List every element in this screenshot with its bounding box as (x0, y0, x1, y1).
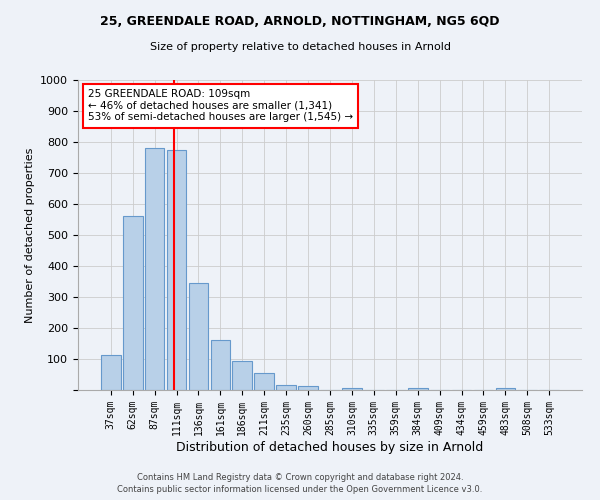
Bar (276, 386, 296, 390)
Y-axis label: Number of detached properties: Number of detached properties (25, 148, 35, 322)
Text: 25, GREENDALE ROAD, ARNOLD, NOTTINGHAM, NG5 6QD: 25, GREENDALE ROAD, ARNOLD, NOTTINGHAM, … (100, 15, 500, 28)
Bar (298, 386, 318, 390)
Bar (254, 373, 274, 390)
Bar (101, 356, 121, 390)
Bar (211, 340, 230, 390)
Bar (188, 283, 208, 390)
Bar (123, 216, 143, 390)
Text: Contains public sector information licensed under the Open Government Licence v3: Contains public sector information licen… (118, 485, 482, 494)
Bar (167, 150, 187, 390)
Bar (342, 388, 362, 390)
Bar (145, 148, 164, 390)
Text: 25 GREENDALE ROAD: 109sqm
← 46% of detached houses are smaller (1,341)
53% of se: 25 GREENDALE ROAD: 109sqm ← 46% of detac… (88, 90, 353, 122)
Bar (496, 388, 515, 390)
X-axis label: Distribution of detached houses by size in Arnold: Distribution of detached houses by size … (176, 440, 484, 454)
Bar (408, 388, 428, 390)
Bar (232, 360, 252, 390)
Text: Contains HM Land Registry data © Crown copyright and database right 2024.: Contains HM Land Registry data © Crown c… (137, 472, 463, 482)
Text: Size of property relative to detached houses in Arnold: Size of property relative to detached ho… (149, 42, 451, 52)
